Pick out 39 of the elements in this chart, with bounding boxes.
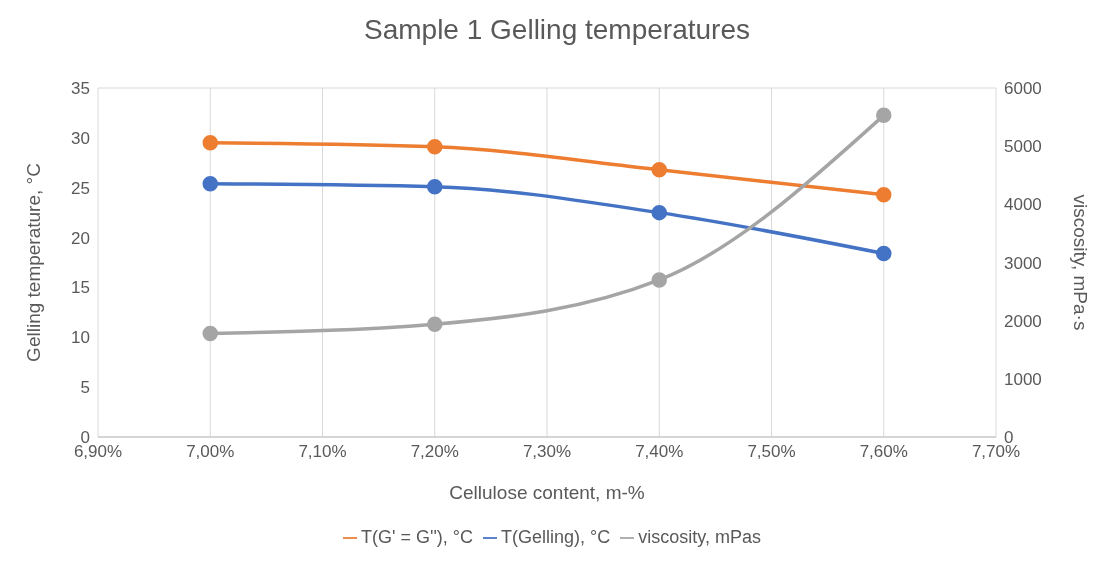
y2-tick-label: 4000 xyxy=(1004,195,1042,215)
x-tick-label: 7,40% xyxy=(635,442,684,462)
x-tick-label: 7,30% xyxy=(522,442,572,462)
y-tick-label: 20 xyxy=(71,228,90,248)
y-tick-label: 10 xyxy=(71,328,90,348)
y2-tick-label: 2000 xyxy=(1004,311,1042,331)
point xyxy=(427,316,443,332)
y2-axis-title: viscosity, mPa·s xyxy=(1070,194,1092,331)
point xyxy=(427,139,443,155)
y-tick-label: 5 xyxy=(80,378,90,398)
x-axis-title: Cellulose content, m-% xyxy=(449,482,645,503)
point xyxy=(202,135,218,151)
y-tick-label: 35 xyxy=(71,79,90,99)
point xyxy=(202,325,218,342)
y2-tick-label: 5000 xyxy=(1004,137,1042,157)
point xyxy=(876,245,892,262)
point xyxy=(202,175,218,192)
legend-label: T(G' = G''), °C xyxy=(361,527,474,547)
point xyxy=(651,162,667,178)
legend-label: T(Gelling), °C xyxy=(501,527,611,547)
x-tick-label: 7,10% xyxy=(298,442,347,462)
x-tick-label: 7,60% xyxy=(859,442,908,462)
legend-label: viscosity, mPas xyxy=(638,527,761,547)
point xyxy=(651,272,667,288)
y2-tick-label: 3000 xyxy=(1004,253,1042,273)
y-axis-title: Gelling temperature, °C xyxy=(22,163,44,362)
x-tick-label: 7,50% xyxy=(747,442,796,462)
y-tick-label: 25 xyxy=(71,178,90,198)
x-tick-label: 7,20% xyxy=(410,442,459,462)
point xyxy=(651,204,667,221)
point xyxy=(427,178,443,195)
point xyxy=(876,186,892,203)
x-tick-label: 7,00% xyxy=(186,442,235,462)
y2-tick-label: 1000 xyxy=(1004,369,1042,389)
y-tick-label: 15 xyxy=(71,278,90,298)
y-tick-label: 30 xyxy=(71,128,90,148)
chart-title: Sample 1 Gelling temperatures xyxy=(363,13,751,47)
point xyxy=(876,107,892,124)
y2-tick-label: 6000 xyxy=(1004,79,1042,99)
